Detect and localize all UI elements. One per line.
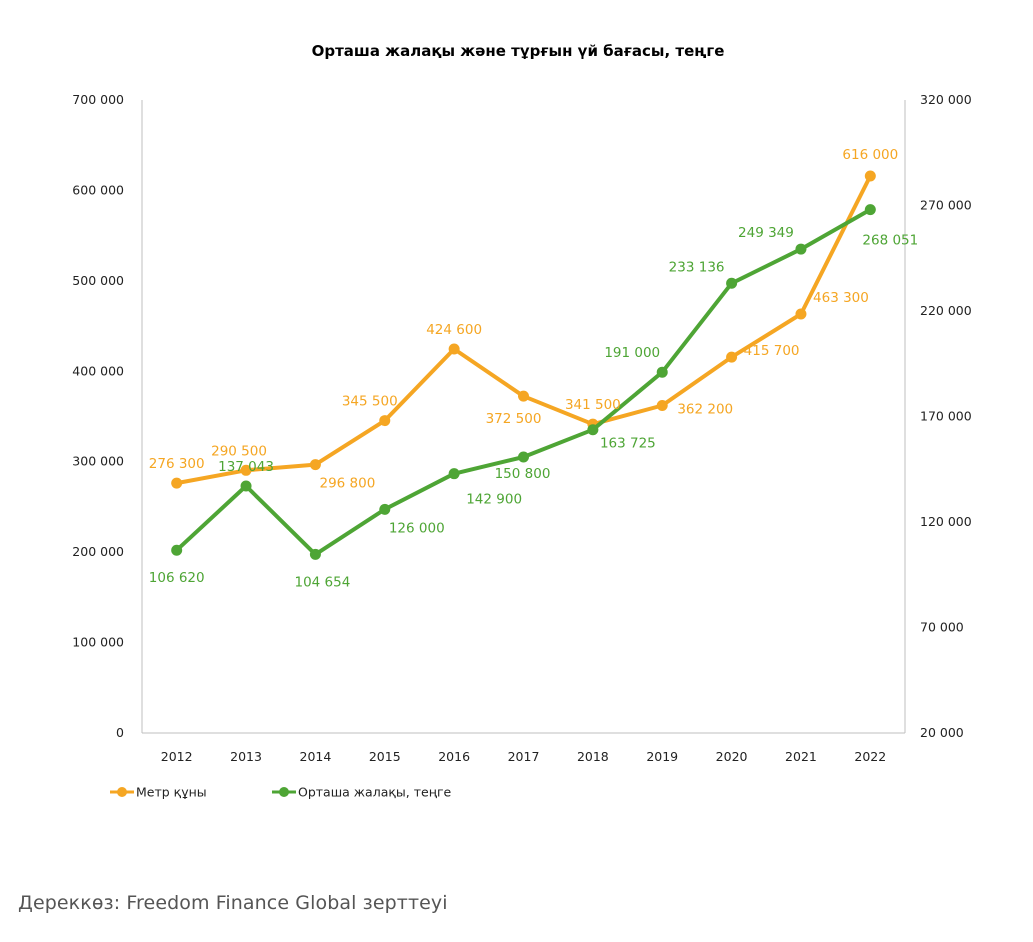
data-point	[656, 399, 668, 411]
data-label: 191 000	[604, 345, 660, 361]
data-label: 150 800	[495, 466, 551, 482]
y-right-tick-label: 320 000	[920, 92, 972, 107]
data-point	[379, 503, 391, 515]
y-right-tick-label: 270 000	[920, 198, 972, 213]
y-left-tick-label: 400 000	[72, 363, 124, 378]
data-point	[309, 459, 321, 471]
chart-title: Орташа жалақы және тұрғын үй бағасы, тең…	[312, 42, 725, 60]
data-point	[240, 464, 252, 476]
x-tick-label: 2016	[438, 749, 470, 764]
data-label: 163 725	[600, 436, 656, 452]
y-left-tick-label: 600 000	[72, 182, 124, 197]
x-tick-label: 2013	[230, 749, 262, 764]
data-point	[656, 366, 668, 378]
y-right-tick-label: 20 000	[920, 725, 964, 740]
data-label: 616 000	[842, 147, 898, 163]
x-tick-label: 2017	[508, 749, 540, 764]
y-right-tick-label: 220 000	[920, 303, 972, 318]
data-label: 249 349	[738, 225, 794, 241]
y-right-tick-label: 170 000	[920, 409, 972, 424]
data-point	[518, 390, 529, 402]
data-point	[309, 548, 321, 560]
y-right-tick-label: 120 000	[920, 514, 972, 529]
data-label: 268 051	[862, 233, 918, 249]
data-label: 290 500	[211, 443, 267, 459]
series-line	[174, 174, 873, 486]
x-tick-label: 2014	[300, 749, 332, 764]
source-note: Дереккөз: Freedom Finance Global зерттеу…	[18, 892, 448, 914]
data-point	[518, 451, 529, 463]
x-tick-label: 2018	[577, 749, 609, 764]
data-point	[448, 468, 460, 480]
data-label: 233 136	[669, 259, 725, 275]
data-label: 276 300	[149, 456, 205, 472]
data-labels: 276 300 290 500 296 800 345 500 424 600 372 5…	[149, 147, 918, 590]
data-point	[171, 477, 183, 489]
data-point	[864, 170, 876, 182]
data-label: 126 000	[389, 520, 445, 536]
y-left-tick-label: 0	[116, 725, 124, 740]
data-label: 345 500	[342, 394, 398, 410]
data-label: 341 500	[565, 397, 621, 413]
y-left-tick-label: 700 000	[72, 92, 124, 107]
series-line	[174, 207, 873, 557]
data-point	[726, 351, 738, 363]
legend: Метр құны Орташа жалақы, теңге	[110, 785, 452, 800]
legend-swatch-marker	[117, 787, 127, 797]
legend-swatch-marker	[279, 787, 289, 797]
data-point	[171, 544, 183, 556]
data-point	[587, 424, 599, 436]
series-layer	[171, 170, 876, 560]
data-point	[795, 308, 807, 320]
data-point	[240, 480, 252, 492]
x-tick-label: 2020	[716, 749, 748, 764]
data-label: 296 800	[319, 476, 375, 492]
data-label: 424 600	[426, 322, 482, 338]
axes: 0 100 000 200 000 300 000 400 000 500 000 600 …	[72, 92, 971, 764]
data-label: 362 200	[677, 401, 733, 417]
y-left-tick-label: 200 000	[72, 544, 124, 559]
data-label: 463 300	[813, 290, 869, 306]
data-point	[795, 243, 807, 255]
legend-label: Метр құны	[136, 785, 207, 800]
data-point	[379, 415, 391, 427]
data-point	[448, 343, 460, 355]
data-label: 104 654	[294, 574, 350, 590]
legend-label: Орташа жалақы, теңге	[298, 785, 452, 800]
x-tick-label: 2019	[646, 749, 678, 764]
y-left-tick-label: 500 000	[72, 273, 124, 288]
data-point	[864, 204, 876, 216]
data-label: 137 043	[218, 459, 274, 475]
line-chart: Орташа жалақы және тұрғын үй бағасы, тең…	[72, 42, 971, 800]
data-label: 372 500	[486, 411, 542, 427]
data-label: 142 900	[466, 492, 522, 508]
data-point	[726, 277, 738, 289]
y-right-tick-label: 70 000	[920, 620, 964, 635]
x-tick-label: 2015	[369, 749, 401, 764]
x-tick-label: 2021	[785, 749, 817, 764]
data-label: 106 620	[149, 570, 205, 586]
data-label: 415 700	[744, 343, 800, 359]
x-tick-label: 2012	[161, 749, 193, 764]
x-tick-label: 2022	[854, 749, 886, 764]
y-left-tick-label: 300 000	[72, 454, 124, 469]
y-left-tick-label: 100 000	[72, 635, 124, 650]
